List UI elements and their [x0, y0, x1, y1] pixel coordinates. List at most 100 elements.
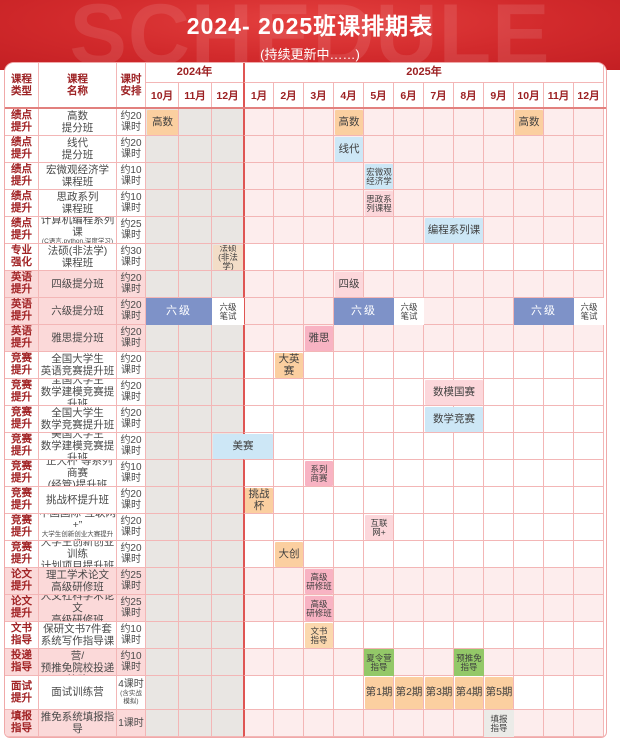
month-cell [394, 136, 424, 163]
month-cell [304, 298, 334, 325]
month-cell [146, 649, 179, 676]
month-cell [146, 514, 179, 541]
text-line: 英语 [11, 298, 32, 311]
month-cell [514, 487, 544, 514]
schedule-chip: 高数 [147, 110, 178, 135]
month-cell [454, 109, 484, 136]
month-cell [514, 271, 544, 298]
schedule-chip: 系列 商赛 [305, 461, 333, 486]
course-hours-cell: 1课时 [117, 710, 146, 737]
text-line: 宏微观经济学 [46, 163, 109, 176]
text-line: 课时 [121, 608, 141, 619]
month-cell [274, 622, 304, 649]
text-line: 提升 [11, 526, 32, 538]
month-header: 4月 [334, 83, 364, 107]
text-line: 约20 [120, 111, 142, 122]
text-line: 指导 [11, 661, 32, 673]
month-cell [334, 676, 364, 710]
course-name-cell: 中国国际“互联网+”大学生创新创业大赛提升班 [39, 514, 117, 541]
schedule-chip: 挑战杯 [245, 488, 273, 513]
month-cell [574, 487, 604, 514]
month-cell [424, 298, 454, 325]
month-cell [274, 710, 304, 737]
month-cell [146, 190, 179, 217]
month-cell [334, 460, 364, 487]
month-cell [146, 271, 179, 298]
month-header: 10月 [514, 83, 544, 107]
month-cell [274, 460, 304, 487]
schedule-chip: 思政系 列课程 [365, 191, 393, 216]
month-cell [514, 352, 544, 379]
month-cell [544, 325, 574, 352]
month-cell [394, 649, 424, 676]
month-cell [394, 568, 424, 595]
course-type-cell: 论文 提升 [5, 595, 39, 622]
text-line: 第4期 [455, 686, 483, 699]
text-line: 约10 [120, 624, 142, 635]
course-type-cell: 竞赛 提升 [5, 541, 39, 568]
month-cell [454, 433, 484, 460]
month-cell [146, 595, 179, 622]
month-cell [334, 514, 364, 541]
month-cell [364, 217, 394, 244]
month-cell [364, 325, 394, 352]
course-name-cell: 大学生创新创业训练 计划项目提升班 [39, 541, 117, 568]
month-cell [334, 541, 364, 568]
course-hours-cell: 约20 课时 [117, 406, 146, 433]
text-line: 研修班 [306, 607, 332, 618]
month-cell [304, 710, 334, 737]
month-cell [304, 514, 334, 541]
text-line: 约20 [120, 354, 142, 365]
month-cell [364, 595, 394, 622]
course-row: 面试 提升 面试训练营 4课时 (含实战 模拟) 第1期 第2期 第3期 第4期 第5期 [5, 676, 606, 710]
text-line: 指导 [11, 722, 32, 734]
month-cell [212, 163, 244, 190]
month-cell [574, 595, 604, 622]
course-hours-cell: 约25 课时 [117, 568, 146, 595]
month-cell [179, 460, 212, 487]
text-line: 课时 [121, 635, 141, 646]
month-cell [394, 433, 424, 460]
month-cell [484, 217, 514, 244]
text-line: 约20 [120, 516, 142, 527]
month-header: 8月 [454, 83, 484, 107]
year-header-2025: 2025年 [243, 63, 604, 83]
month-cell [544, 622, 574, 649]
text-line: 课时 [121, 473, 141, 484]
month-cell [424, 109, 454, 136]
text-line: 约10 [120, 165, 142, 176]
month-cell [394, 325, 424, 352]
text-line: 挑战杯 [248, 488, 270, 512]
text-line: 课程班 [61, 257, 94, 269]
month-cell [574, 163, 604, 190]
month-header: 5月 [364, 83, 394, 107]
watermark-text: SCHEDULE [69, 0, 551, 70]
schedule-chip: 大英赛 [275, 353, 303, 378]
schedule-chip: 美赛 [213, 434, 273, 459]
month-cell [544, 109, 574, 136]
text-line: 约20 [120, 138, 142, 149]
text-line: 提升 [11, 553, 32, 565]
month-cell [424, 163, 454, 190]
month-cell [484, 379, 514, 406]
month-cell [304, 649, 334, 676]
month-cell [544, 568, 574, 595]
month-cell [544, 136, 574, 163]
course-type-cell: 绩点 提升 [5, 163, 39, 190]
month-cell [514, 622, 544, 649]
course-row: 投递指导推免规划及夏令营/预推免院校投递策略约10课时夏令营指导预推免指导 [5, 649, 606, 676]
course-type-cell: 竞赛 提升 [5, 406, 39, 433]
month-cell [394, 541, 424, 568]
month-cell [544, 217, 574, 244]
course-hours-cell: 约30 课时 [117, 244, 146, 271]
text-line: 第2期 [395, 686, 423, 699]
month-cell [364, 244, 394, 271]
year-header-2024: 2024年 [146, 63, 244, 83]
schedule-chip: 第3期 [425, 677, 453, 709]
month-cell [304, 217, 334, 244]
month-cell [146, 487, 179, 514]
month-cell [243, 217, 274, 244]
month-cell [334, 217, 364, 244]
text-line: 指导 [310, 634, 328, 645]
month-cell [364, 541, 394, 568]
